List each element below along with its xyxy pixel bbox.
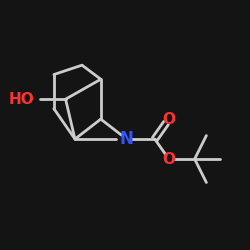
Text: HO: HO [8,92,34,107]
Text: O: O [162,112,175,127]
Text: O: O [162,152,175,166]
Text: N: N [120,130,134,148]
